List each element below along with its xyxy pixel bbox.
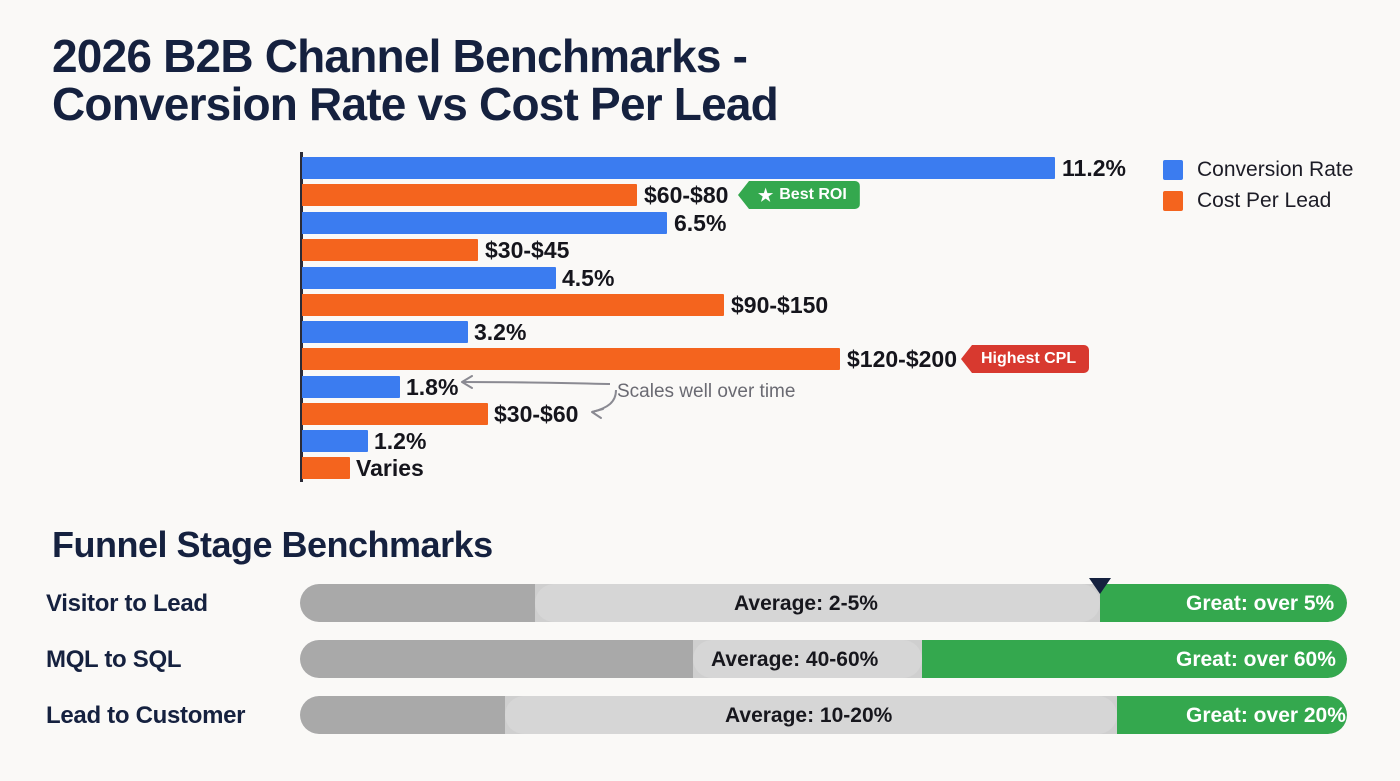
funnel-segment-great-mql-to-sql — [922, 640, 1347, 678]
funnel-segment-average-mql-to-sql — [693, 640, 922, 678]
annotation-arrows-icon — [461, 375, 617, 419]
funnel-label-visitor-to-lead: Visitor to Lead — [46, 590, 208, 617]
funnel-great-label-visitor-to-lead: Great: over 5% — [1186, 592, 1335, 615]
bar-conversion-rate-email — [302, 212, 667, 234]
bar-value-conversion-rate-seo-content: 1.8% — [406, 374, 459, 400]
bar-value-cost-per-lead-linkedin-ads: $120-$200 — [847, 346, 957, 372]
funnel-great-label-mql-to-sql: Great: over 60% — [1176, 648, 1336, 671]
bar-value-cost-per-lead-email: $30-$45 — [485, 237, 570, 263]
funnel-segment-poor-lead-to-customer — [300, 696, 505, 734]
bar-value-cost-per-lead-google-search-ads: $90-$150 — [731, 292, 829, 318]
bar-value-conversion-rate-email: 6.5% — [674, 210, 727, 236]
bar-value-conversion-rate-webinars: 11.2% — [1062, 155, 1126, 181]
badge-highest-cpl-label: Highest CPL — [981, 350, 1077, 367]
legend-swatch-conversion-rate — [1163, 159, 1183, 180]
funnel-bar-lead-to-customer: Average: 10-20% Great: over 20% — [300, 696, 1347, 734]
bar-value-cost-per-lead-organic-social: Varies — [356, 455, 424, 481]
bar-cost-per-lead-google-search-ads — [302, 294, 724, 316]
bar-conversion-rate-google-search-ads — [302, 267, 556, 289]
bar-value-conversion-rate-organic-social: 1.2% — [374, 428, 427, 454]
bar-value-conversion-rate-google-search-ads: 4.5% — [562, 265, 615, 291]
bar-conversion-rate-webinars — [302, 157, 1055, 179]
star-icon: ★ — [758, 185, 774, 205]
chart-legend: Conversion Rate Cost Per Lead — [1163, 154, 1353, 216]
bar-cost-per-lead-linkedin-ads — [302, 348, 840, 370]
bar-cost-per-lead-webinars — [302, 184, 637, 206]
badge-best-roi-label: Best ROI — [779, 186, 847, 203]
bar-conversion-rate-linkedin-ads — [302, 321, 468, 343]
funnel-label-mql-to-sql: MQL to SQL — [46, 646, 182, 673]
funnel-segment-poor-mql-to-sql — [300, 640, 693, 678]
badge-best-roi: ★ Best ROI — [738, 181, 860, 209]
annotation-scales-well-over-time: Scales well over time — [617, 381, 796, 402]
bar-value-cost-per-lead-webinars: $60-$80 — [644, 182, 729, 208]
funnel-section-heading: Funnel Stage Benchmarks — [52, 524, 493, 565]
benchmark-marker-triangle-icon — [1089, 578, 1111, 594]
funnel-segment-great-visitor-to-lead — [1100, 584, 1347, 622]
bar-cost-per-lead-seo-content — [302, 403, 488, 425]
page-title-line-2: Conversion Rate vs Cost Per Lead — [52, 78, 779, 130]
funnel-segment-average-lead-to-customer — [505, 696, 1117, 734]
legend-label-cost-per-lead: Cost Per Lead — [1197, 188, 1332, 212]
legend-label-conversion-rate: Conversion Rate — [1197, 157, 1354, 181]
funnel-bar-visitor-to-lead: Average: 2-5% Great: over 5% — [300, 584, 1347, 622]
page-title: 2026 B2B Channel Benchmarks - Conversion… — [52, 32, 872, 128]
bar-value-cost-per-lead-seo-content: $30-$60 — [494, 401, 579, 427]
funnel-great-label-lead-to-customer: Great: over 20% — [1186, 704, 1346, 727]
bar-cost-per-lead-organic-social — [302, 457, 350, 479]
funnel-segment-average-visitor-to-lead — [535, 584, 1100, 622]
funnel-average-label-mql-to-sql: Average: 40-60% — [711, 648, 879, 671]
bar-conversion-rate-organic-social — [302, 430, 368, 452]
funnel-average-label-lead-to-customer: Average: 10-20% — [725, 704, 893, 727]
funnel-segment-great-lead-to-customer — [1117, 696, 1347, 734]
funnel-label-lead-to-customer: Lead to Customer — [46, 702, 246, 729]
bar-conversion-rate-seo-content — [302, 376, 400, 398]
legend-swatch-cost-per-lead — [1163, 190, 1183, 211]
funnel-segment-poor-visitor-to-lead — [300, 584, 535, 622]
legend-item-cost-per-lead: Cost Per Lead — [1163, 185, 1353, 216]
funnel-average-label-visitor-to-lead: Average: 2-5% — [734, 592, 878, 615]
bar-cost-per-lead-email — [302, 239, 478, 261]
page-title-line-1: 2026 B2B Channel Benchmarks - — [52, 30, 748, 82]
legend-item-conversion-rate: Conversion Rate — [1163, 154, 1353, 185]
chart-y-axis — [300, 152, 303, 482]
badge-highest-cpl: Highest CPL — [961, 345, 1090, 373]
bar-value-conversion-rate-linkedin-ads: 3.2% — [474, 319, 527, 345]
funnel-bar-mql-to-sql: Average: 40-60% Great: over 60% — [300, 640, 1347, 678]
